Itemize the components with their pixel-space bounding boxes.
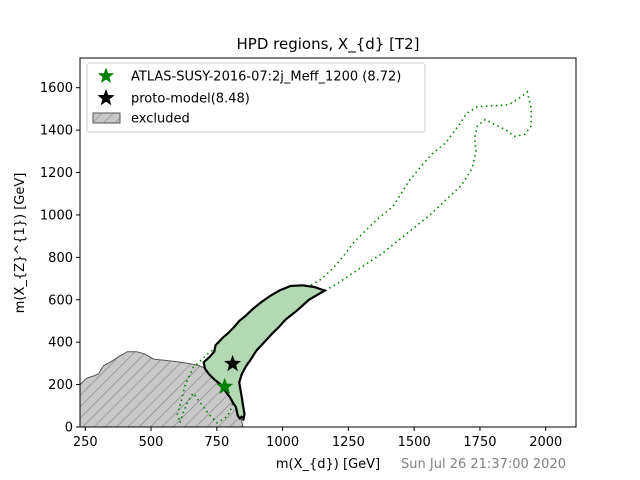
y-tick-label: 1400: [40, 124, 73, 139]
legend-marker-excluded: [92, 112, 121, 124]
analysis-dotted-contour: [176, 90, 533, 426]
y-tick-label: 0: [65, 421, 73, 436]
plot-frame: [79, 57, 577, 428]
y-tick-label: 1200: [40, 166, 73, 181]
y-tick-label: 400: [48, 336, 73, 351]
chart-title: HPD regions, X_{d} [T2]: [237, 35, 420, 54]
legend-label: ATLAS-SUSY-2016-07:2j_Meff_1200 (8.72): [131, 70, 401, 85]
y-tick-label: 600: [48, 293, 73, 308]
legend-label: excluded: [131, 112, 190, 127]
y-axis-ticks: 0 200 400 600 800 1000 1200 1400 1600: [40, 81, 80, 436]
legend-marker-analysis: [97, 67, 115, 83]
x-axis-ticks: 250 500 750 1000 1250 1500 1750 2000: [73, 427, 562, 450]
y-axis-label: m(X_{Z}^{1}) [GeV]: [13, 173, 28, 314]
proto-model-point: [224, 354, 242, 372]
x-tick-label: 2000: [529, 435, 562, 450]
y-tick-label: 800: [48, 251, 73, 266]
hpd-region: [202, 284, 328, 421]
legend: ATLAS-SUSY-2016-07:2j_Meff_1200 (8.72) pr…: [86, 62, 426, 133]
legend-marker-proto-model: [97, 89, 115, 106]
y-tick-label: 200: [48, 378, 73, 393]
points-layer: [216, 354, 242, 394]
y-tick-label: 1600: [40, 81, 73, 96]
x-tick-label: 1500: [398, 435, 431, 450]
x-axis-label: m(X_{d}) [GeV]: [276, 457, 380, 472]
legend-box: [86, 62, 426, 133]
y-tick-label: 1000: [40, 208, 73, 223]
x-tick-label: 500: [139, 435, 164, 450]
x-tick-label: 750: [204, 435, 229, 450]
x-tick-label: 1250: [332, 435, 365, 450]
analysis-best-point: [216, 377, 234, 394]
x-tick-label: 1000: [266, 435, 299, 450]
x-tick-label: 1750: [463, 435, 496, 450]
timestamp: Sun Jul 26 21:37:00 2020: [401, 457, 566, 472]
x-tick-label: 250: [73, 435, 98, 450]
legend-label: proto-model(8.48): [131, 92, 250, 107]
